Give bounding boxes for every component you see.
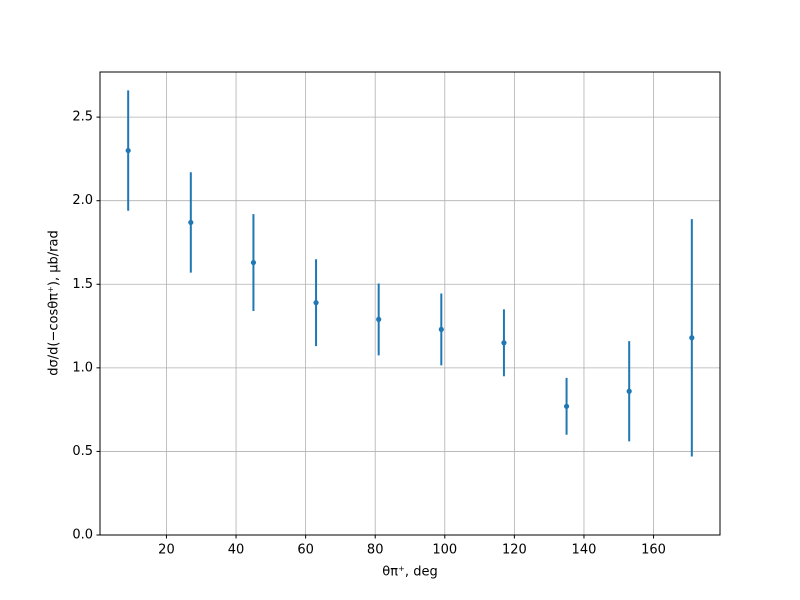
x-tick-label: 100 bbox=[432, 543, 457, 558]
data-point bbox=[626, 388, 632, 394]
x-tick-label: 60 bbox=[297, 543, 314, 558]
grid bbox=[100, 72, 720, 536]
data-point bbox=[313, 300, 319, 306]
data-point bbox=[250, 259, 257, 266]
plot-marks bbox=[125, 90, 695, 457]
data-point bbox=[438, 326, 444, 333]
x-tick-label: 160 bbox=[641, 543, 666, 558]
data-point bbox=[125, 147, 131, 154]
x-tick-label: 80 bbox=[367, 543, 384, 558]
y-tick-label: 2.5 bbox=[72, 110, 93, 125]
y-axis-label: dσ/d(−cosθπ⁺), μb/rad bbox=[47, 230, 62, 375]
data-point bbox=[563, 403, 570, 409]
data-point bbox=[689, 335, 695, 341]
x-tick-label: 140 bbox=[572, 543, 597, 558]
data-point bbox=[376, 316, 382, 322]
y-tick-label: 0.0 bbox=[72, 528, 93, 543]
data-point bbox=[501, 340, 507, 346]
data-point bbox=[188, 219, 194, 226]
axes-frame bbox=[99, 71, 721, 536]
x-axis-label: θπ⁺, deg bbox=[382, 565, 437, 580]
y-tick-label: 1.0 bbox=[72, 360, 93, 375]
y-tick-label: 0.5 bbox=[72, 444, 93, 459]
y-tick-label: 2.0 bbox=[72, 193, 93, 208]
x-tick-label: 40 bbox=[228, 543, 245, 558]
x-tick-label: 120 bbox=[502, 543, 527, 558]
y-tick-label: 1.5 bbox=[72, 277, 93, 292]
x-tick-label: 20 bbox=[158, 543, 175, 558]
